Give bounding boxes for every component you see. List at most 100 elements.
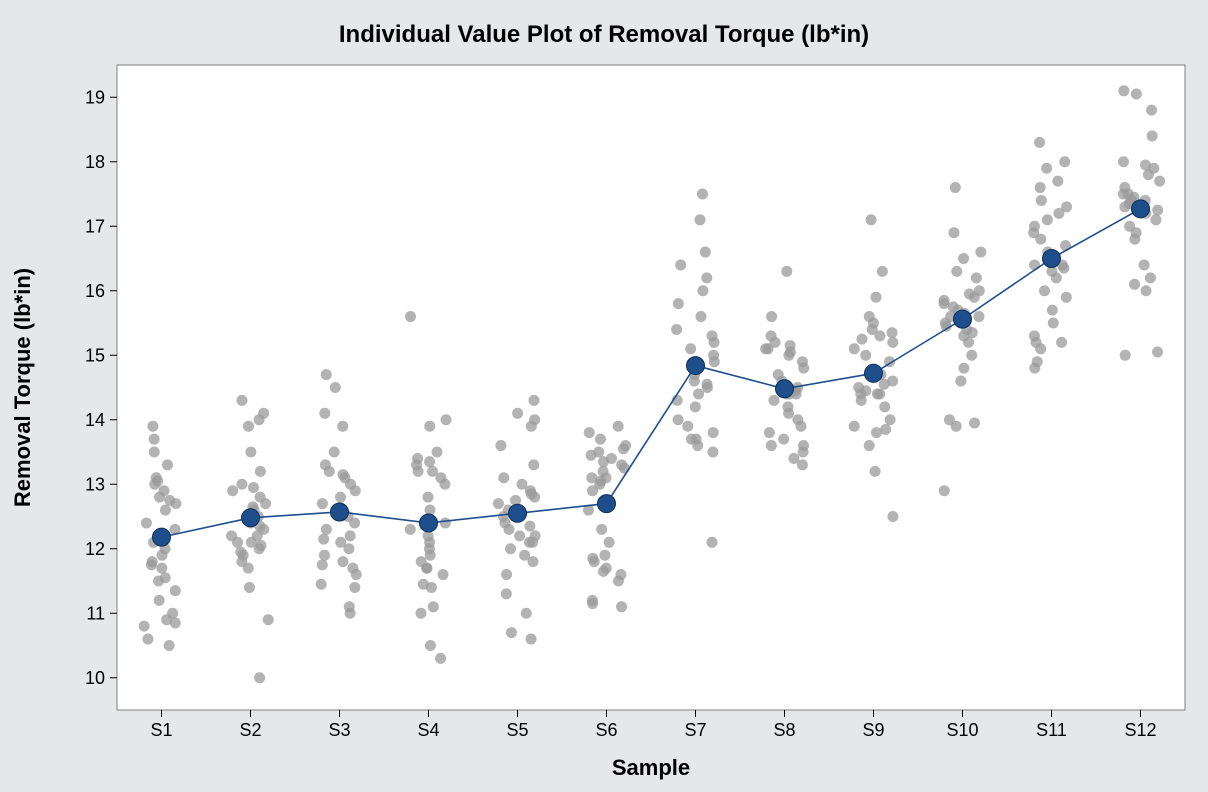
data-point bbox=[948, 227, 959, 238]
data-point bbox=[788, 453, 799, 464]
data-point bbox=[244, 582, 255, 593]
data-point bbox=[951, 266, 962, 277]
data-point bbox=[529, 414, 540, 425]
data-point bbox=[170, 585, 181, 596]
data-point bbox=[586, 472, 597, 483]
data-point bbox=[423, 492, 434, 503]
data-point bbox=[243, 421, 254, 432]
y-tick-label: 11 bbox=[86, 603, 105, 623]
data-point bbox=[237, 479, 248, 490]
data-point bbox=[335, 492, 346, 503]
data-point bbox=[160, 572, 171, 583]
data-point bbox=[438, 569, 449, 580]
data-point bbox=[528, 395, 539, 406]
data-point bbox=[797, 356, 808, 367]
data-point bbox=[1059, 156, 1070, 167]
data-point bbox=[506, 627, 517, 638]
x-tick-label: S8 bbox=[773, 720, 795, 740]
data-point bbox=[501, 569, 512, 580]
data-point bbox=[139, 621, 150, 632]
x-tick-label: S3 bbox=[328, 720, 350, 740]
data-point bbox=[616, 459, 627, 470]
data-point bbox=[1034, 137, 1045, 148]
data-point bbox=[317, 498, 328, 509]
data-point bbox=[321, 524, 332, 535]
data-point bbox=[966, 350, 977, 361]
data-point bbox=[849, 343, 860, 354]
data-point bbox=[141, 517, 152, 528]
data-point bbox=[164, 495, 175, 506]
x-axis-label: Sample bbox=[612, 755, 690, 780]
data-point bbox=[707, 330, 718, 341]
data-point bbox=[766, 440, 777, 451]
data-point bbox=[227, 485, 238, 496]
data-point bbox=[330, 382, 341, 393]
data-point bbox=[418, 579, 429, 590]
mean-marker bbox=[242, 509, 260, 527]
data-point bbox=[405, 524, 416, 535]
data-point bbox=[521, 608, 532, 619]
y-tick-label: 14 bbox=[85, 410, 105, 430]
data-point bbox=[318, 534, 329, 545]
data-point bbox=[701, 272, 712, 283]
data-point bbox=[424, 421, 435, 432]
data-point bbox=[955, 376, 966, 387]
data-point bbox=[778, 434, 789, 445]
data-point bbox=[1141, 285, 1152, 296]
data-point bbox=[317, 559, 328, 570]
data-point bbox=[1061, 292, 1072, 303]
data-point bbox=[1032, 356, 1043, 367]
mean-marker bbox=[865, 364, 883, 382]
data-point bbox=[856, 334, 867, 345]
data-point bbox=[149, 447, 160, 458]
data-point bbox=[349, 582, 360, 593]
x-tick-label: S1 bbox=[150, 720, 172, 740]
chart-svg: Individual Value Plot of Removal Torque … bbox=[0, 0, 1208, 792]
data-point bbox=[781, 266, 792, 277]
data-point bbox=[416, 556, 427, 567]
data-point bbox=[1039, 285, 1050, 296]
data-point bbox=[944, 414, 955, 425]
data-point bbox=[866, 214, 877, 225]
data-point bbox=[254, 672, 265, 683]
data-point bbox=[320, 459, 331, 470]
mean-marker bbox=[1043, 250, 1061, 268]
data-point bbox=[613, 421, 624, 432]
data-point bbox=[1036, 195, 1047, 206]
data-point bbox=[782, 401, 793, 412]
data-point bbox=[587, 595, 598, 606]
data-point bbox=[849, 421, 860, 432]
data-point bbox=[347, 563, 358, 574]
data-point bbox=[773, 369, 784, 380]
data-point bbox=[885, 414, 896, 425]
data-point bbox=[860, 350, 871, 361]
mean-marker bbox=[153, 528, 171, 546]
mean-marker bbox=[1132, 200, 1150, 218]
data-point bbox=[887, 337, 898, 348]
data-point bbox=[671, 324, 682, 335]
data-point bbox=[764, 427, 775, 438]
x-tick-label: S12 bbox=[1124, 720, 1156, 740]
y-tick-label: 10 bbox=[85, 668, 105, 688]
data-point bbox=[853, 382, 864, 393]
data-point bbox=[887, 327, 898, 338]
data-point bbox=[319, 550, 330, 561]
x-tick-label: S2 bbox=[239, 720, 261, 740]
data-point bbox=[958, 363, 969, 374]
data-point bbox=[255, 492, 266, 503]
data-point bbox=[432, 447, 443, 458]
x-tick-label: S9 bbox=[862, 720, 884, 740]
data-point bbox=[329, 447, 340, 458]
data-point bbox=[147, 556, 158, 567]
x-tick-label: S5 bbox=[506, 720, 528, 740]
data-point bbox=[1029, 221, 1040, 232]
data-point bbox=[950, 182, 961, 193]
data-point bbox=[427, 466, 438, 477]
y-tick-label: 18 bbox=[85, 152, 105, 172]
data-point bbox=[887, 376, 898, 387]
data-point bbox=[440, 517, 451, 528]
data-point bbox=[1139, 259, 1150, 270]
data-point bbox=[428, 601, 439, 612]
mean-marker bbox=[776, 380, 794, 398]
data-point bbox=[435, 653, 446, 664]
